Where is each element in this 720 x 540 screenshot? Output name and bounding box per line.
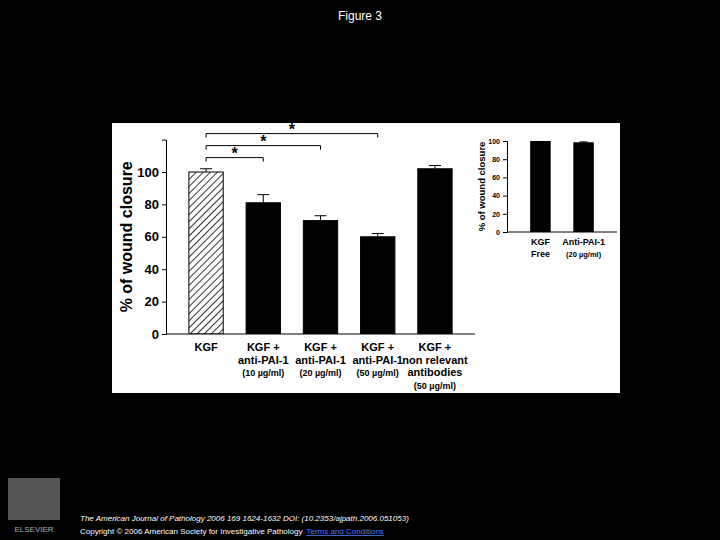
- tick-mark: [503, 232, 507, 233]
- tick: 100: [137, 165, 166, 180]
- significance-bracket: *: [206, 133, 320, 150]
- error-stem: [320, 216, 321, 221]
- axis-line: [503, 142, 508, 233]
- publisher-logo: ELSEVIER: [8, 478, 60, 534]
- bar: [303, 221, 337, 334]
- tick-label: 0: [496, 229, 500, 236]
- error-stem: [263, 195, 264, 203]
- figure: Figure 3020406080100% of wound closureKG…: [0, 0, 720, 540]
- tick-label: 60: [492, 174, 500, 181]
- tick: 100: [488, 138, 507, 145]
- y-axis-title: % of wound closure: [118, 161, 135, 312]
- significance-label: *: [289, 121, 296, 138]
- tick-mark: [162, 172, 166, 173]
- tick-label: 40: [492, 192, 500, 199]
- tick-mark: [503, 141, 507, 142]
- y-axis: 0 20 40 60 80 100: [488, 138, 507, 236]
- chart: 0 20 40 60 80 100% of wound closure KGF KGF +an…: [118, 121, 475, 391]
- logo-text: ELSEVIER: [14, 525, 53, 534]
- category-label: KGF +anti-PAI-1(10 µg/ml): [238, 341, 289, 378]
- tick: 60: [492, 174, 507, 181]
- bar: [418, 169, 452, 334]
- error-bar: [257, 195, 269, 203]
- error-cap: [372, 233, 384, 234]
- plot-area: [531, 141, 594, 232]
- error-cap: [257, 194, 269, 195]
- bar: [574, 143, 593, 232]
- significance-bracket: *: [206, 145, 263, 162]
- tick-mark: [162, 269, 166, 270]
- tick-mark: [162, 237, 166, 238]
- y-axis: 0 20 40 60 80 100: [137, 140, 166, 342]
- category-label: KGFFree: [531, 237, 551, 259]
- tick-label: 40: [145, 262, 159, 277]
- tick-label: 100: [488, 138, 500, 145]
- figure-title: Figure 3: [338, 9, 382, 23]
- tick-mark: [503, 196, 507, 197]
- error-bar: [372, 234, 384, 237]
- error-cap: [315, 215, 327, 216]
- tick-label: 20: [145, 294, 159, 309]
- panel: [112, 123, 620, 393]
- tick: 80: [145, 197, 166, 212]
- chart: 0 20 40 60 80 100% of wound closure KGFFree Ant…: [476, 138, 617, 259]
- y-axis-title: % of wound closure: [476, 142, 487, 232]
- tick: 40: [145, 262, 166, 277]
- bar: [361, 237, 395, 334]
- category-label: KGF +non relevantantibodies(50 µg/ml): [402, 341, 468, 391]
- tick-label: 0: [152, 327, 159, 342]
- error-cap: [200, 168, 212, 169]
- tick-mark: [162, 204, 166, 205]
- terms-link[interactable]: Terms and Conditions: [306, 527, 383, 536]
- background: [0, 0, 720, 540]
- category-label: KGF: [194, 341, 218, 353]
- error-cap: [580, 141, 588, 142]
- tick-label: 60: [145, 229, 159, 244]
- logo-image: [8, 478, 60, 520]
- plot-area: [189, 166, 452, 334]
- significance-label: *: [232, 145, 239, 162]
- tick-mark: [503, 159, 507, 160]
- citation: The American Journal of Pathology 2006 1…: [80, 514, 409, 523]
- tick: 0: [152, 327, 166, 342]
- error-bar: [580, 141, 588, 143]
- copyright: Copyright © 2006 American Society for In…: [80, 527, 302, 536]
- bar: [246, 203, 280, 334]
- tick: 80: [492, 156, 507, 163]
- error-bar: [315, 216, 327, 221]
- tick-label: 80: [492, 156, 500, 163]
- significance-bracket: *: [206, 121, 378, 138]
- tick-mark: [162, 302, 166, 303]
- tick: 40: [492, 192, 507, 199]
- category-label: Anti-PAI-1(20 µg/ml): [562, 237, 605, 259]
- significance-label: *: [260, 133, 267, 150]
- x-axis-line: [166, 334, 475, 335]
- tick-mark: [503, 177, 507, 178]
- axis-line: [162, 140, 167, 334]
- tick-label: 20: [492, 211, 500, 218]
- tick-mark: [162, 334, 166, 335]
- error-bar: [429, 166, 441, 169]
- error-cap: [429, 165, 441, 166]
- category-label: KGF +anti-PAI-1(50 µg/ml): [352, 341, 403, 378]
- tick-label: 100: [137, 165, 159, 180]
- tick: 20: [145, 294, 166, 309]
- x-axis-line: [507, 232, 617, 233]
- category-label: KGF +anti-PAI-1(20 µg/ml): [295, 341, 346, 378]
- tick: 20: [492, 211, 507, 218]
- tick: 60: [145, 229, 166, 244]
- error-bar: [200, 169, 212, 172]
- tick: 0: [496, 229, 507, 236]
- bar: [531, 141, 550, 232]
- bar: [189, 172, 223, 334]
- tick-label: 80: [145, 197, 159, 212]
- tick-mark: [503, 214, 507, 215]
